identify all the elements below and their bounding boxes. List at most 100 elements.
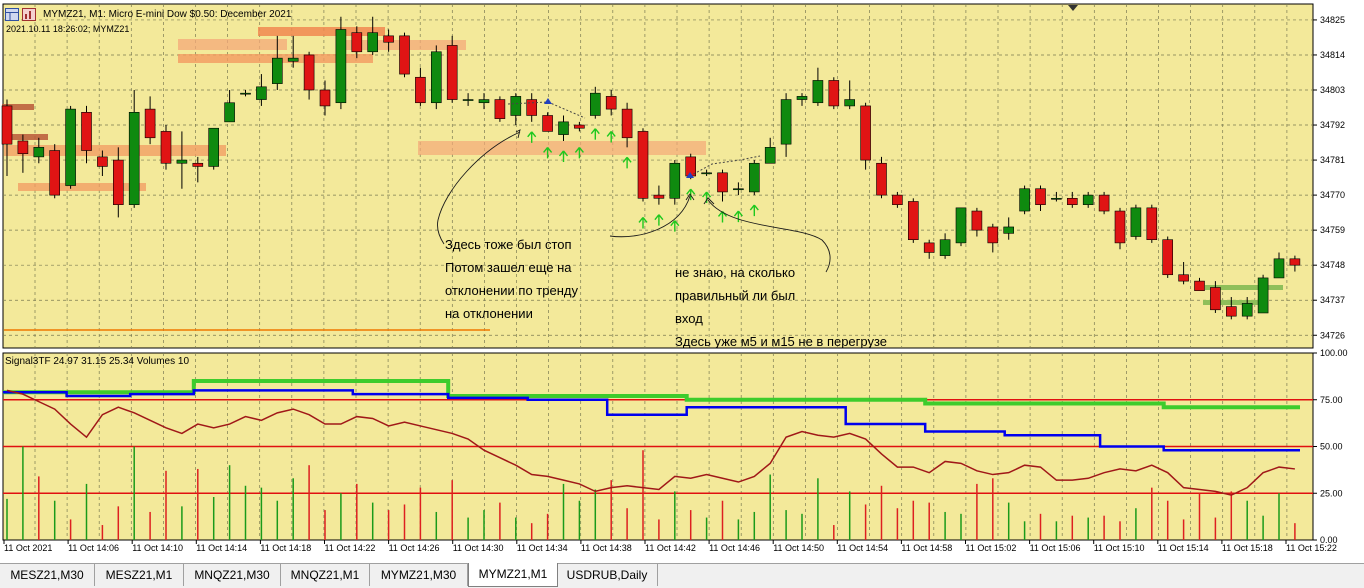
candle-bear	[1098, 194, 1110, 212]
candle-bull	[1241, 303, 1253, 317]
candle-bear	[1114, 210, 1126, 244]
candle-bear	[399, 35, 410, 75]
signal-arrow-up-icon	[590, 128, 600, 140]
candle-bull	[478, 99, 490, 104]
signal-arrow-up-icon	[733, 210, 743, 223]
time-tick-label: 11 Oct 14:50	[773, 543, 824, 553]
candle-bull	[176, 159, 188, 164]
candle-bull	[208, 127, 219, 167]
indicator-tick-label: 100.00	[1320, 348, 1348, 358]
candle-bear	[81, 111, 92, 151]
time-tick-label: 11 Oct 14:26	[389, 543, 440, 553]
candle-bear	[860, 105, 871, 161]
candle-bear	[192, 162, 204, 167]
candle-bull	[558, 121, 569, 135]
time-tick-label: 11 Oct 14:10	[132, 543, 183, 553]
time-tick-label: 11 Oct 14:14	[196, 543, 247, 553]
chart-window[interactable]: 34825 34814 34803 34792 34781 34770 34759 34748…	[0, 0, 1364, 563]
candle-bear	[113, 159, 124, 205]
time-tick-label: 11 Oct 14:06	[68, 543, 119, 553]
candle-bull	[256, 86, 267, 100]
price-zone	[4, 145, 226, 156]
candle-bear	[526, 99, 538, 116]
candle-bull	[33, 147, 45, 158]
time-tick-label: 11 Oct 15:18	[1222, 543, 1273, 553]
candle-bull	[939, 239, 951, 256]
tab-mesz21-m1[interactable]: MESZ21,M1	[95, 564, 184, 586]
candle-bear	[1226, 306, 1237, 317]
tab-mnqz21-m1[interactable]: MNQZ21,M1	[281, 564, 370, 586]
candle-bear	[653, 194, 665, 199]
time-tick-label: 11 Oct 14:42	[645, 543, 696, 553]
candle-bull	[844, 99, 856, 107]
candle-bear	[144, 108, 156, 139]
entry-marker-icon	[544, 98, 552, 104]
candle-bull	[748, 162, 760, 193]
indicator-tick-label: 25.00	[1320, 488, 1343, 498]
candle-bull	[701, 172, 712, 175]
candle-bull	[955, 207, 967, 244]
candle-bull	[1257, 277, 1269, 314]
price-zone	[2, 104, 34, 110]
signal-line-blue	[3, 389, 1300, 452]
candle-bear	[892, 194, 903, 205]
signal-arrow-up-icon	[558, 150, 569, 162]
annotation-right-line: правильный ли был	[675, 288, 796, 303]
signal-arrow-up-icon	[606, 131, 616, 143]
signal-line-green	[3, 379, 1300, 410]
time-tick-label: 11 Oct 14:34	[517, 543, 568, 553]
candle-bear	[494, 99, 506, 119]
time-tick-label: 11 Oct 14:38	[581, 543, 632, 553]
time-tick-label: 11 Oct 15:10	[1094, 543, 1145, 553]
candle-bear	[351, 32, 363, 53]
price-tick-label: 34759	[1320, 225, 1345, 235]
annotation-arrowhead	[703, 197, 715, 205]
candle-bear	[828, 80, 840, 107]
price-tick-label: 34781	[1320, 155, 1345, 165]
price-tick-label: 34814	[1320, 50, 1345, 60]
time-tick-label: 11 Oct 15:06	[1030, 543, 1081, 553]
annotation-arrowhead	[515, 129, 521, 139]
annotation-left-line: Потом зашел еще на	[445, 260, 572, 275]
price-tick-label: 34726	[1320, 330, 1345, 340]
candle-bull	[462, 99, 474, 101]
candle-bear	[303, 54, 315, 91]
candle-bull	[287, 57, 299, 62]
time-tick-label: 11 Oct 15:22	[1286, 543, 1337, 553]
candle-bull	[240, 92, 251, 95]
window-menu-icon[interactable]	[5, 8, 19, 21]
candle-bear	[876, 162, 887, 196]
chart-canvas[interactable]: 34825 34814 34803 34792 34781 34770 34759 34748…	[0, 0, 1364, 563]
candle-bull	[510, 96, 522, 116]
candle-bear	[1067, 197, 1078, 205]
tab-mymz21-m30[interactable]: MYMZ21,M30	[370, 564, 468, 586]
price-zone	[258, 27, 385, 36]
tab-usdrub-daily[interactable]: USDRUB,Daily	[557, 564, 658, 586]
candle-bear	[717, 172, 728, 193]
indicator-tick-label: 0.00	[1320, 535, 1338, 545]
price-tick-label: 34825	[1320, 15, 1345, 25]
candle-bull	[1019, 188, 1030, 212]
time-tick-label: 11 Oct 14:18	[260, 543, 311, 553]
tab-mesz21-m30[interactable]: MESZ21,M30	[0, 564, 95, 586]
time-tick-label: 11 Oct 15:14	[1158, 543, 1209, 553]
candle-bull	[764, 147, 776, 164]
signal-arrow-up-icon	[527, 131, 537, 143]
candle-bear	[1210, 287, 1221, 311]
candle-bear	[319, 89, 331, 107]
time-tick-label: 11 Oct 15:02	[966, 543, 1017, 553]
time-tick-label: 11 Oct 2021	[4, 543, 52, 553]
time-tick-label: 11 Oct 14:46	[709, 543, 760, 553]
candle-bear	[987, 226, 999, 244]
candle-bear	[1162, 239, 1173, 276]
candle-bull	[1051, 197, 1062, 200]
price-zone	[1203, 300, 1265, 305]
signal-arrow-up-icon	[702, 191, 712, 203]
window-grid-icon	[5, 8, 19, 21]
candle-bull	[128, 111, 140, 205]
candle-bull	[430, 51, 442, 104]
tab-mymz21-m1[interactable]: MYMZ21,M1	[468, 563, 558, 587]
tab-mnqz21-m30[interactable]: MNQZ21,M30	[184, 564, 281, 586]
window-restore-icon[interactable]	[22, 8, 36, 21]
window-chart-icon	[22, 8, 36, 21]
